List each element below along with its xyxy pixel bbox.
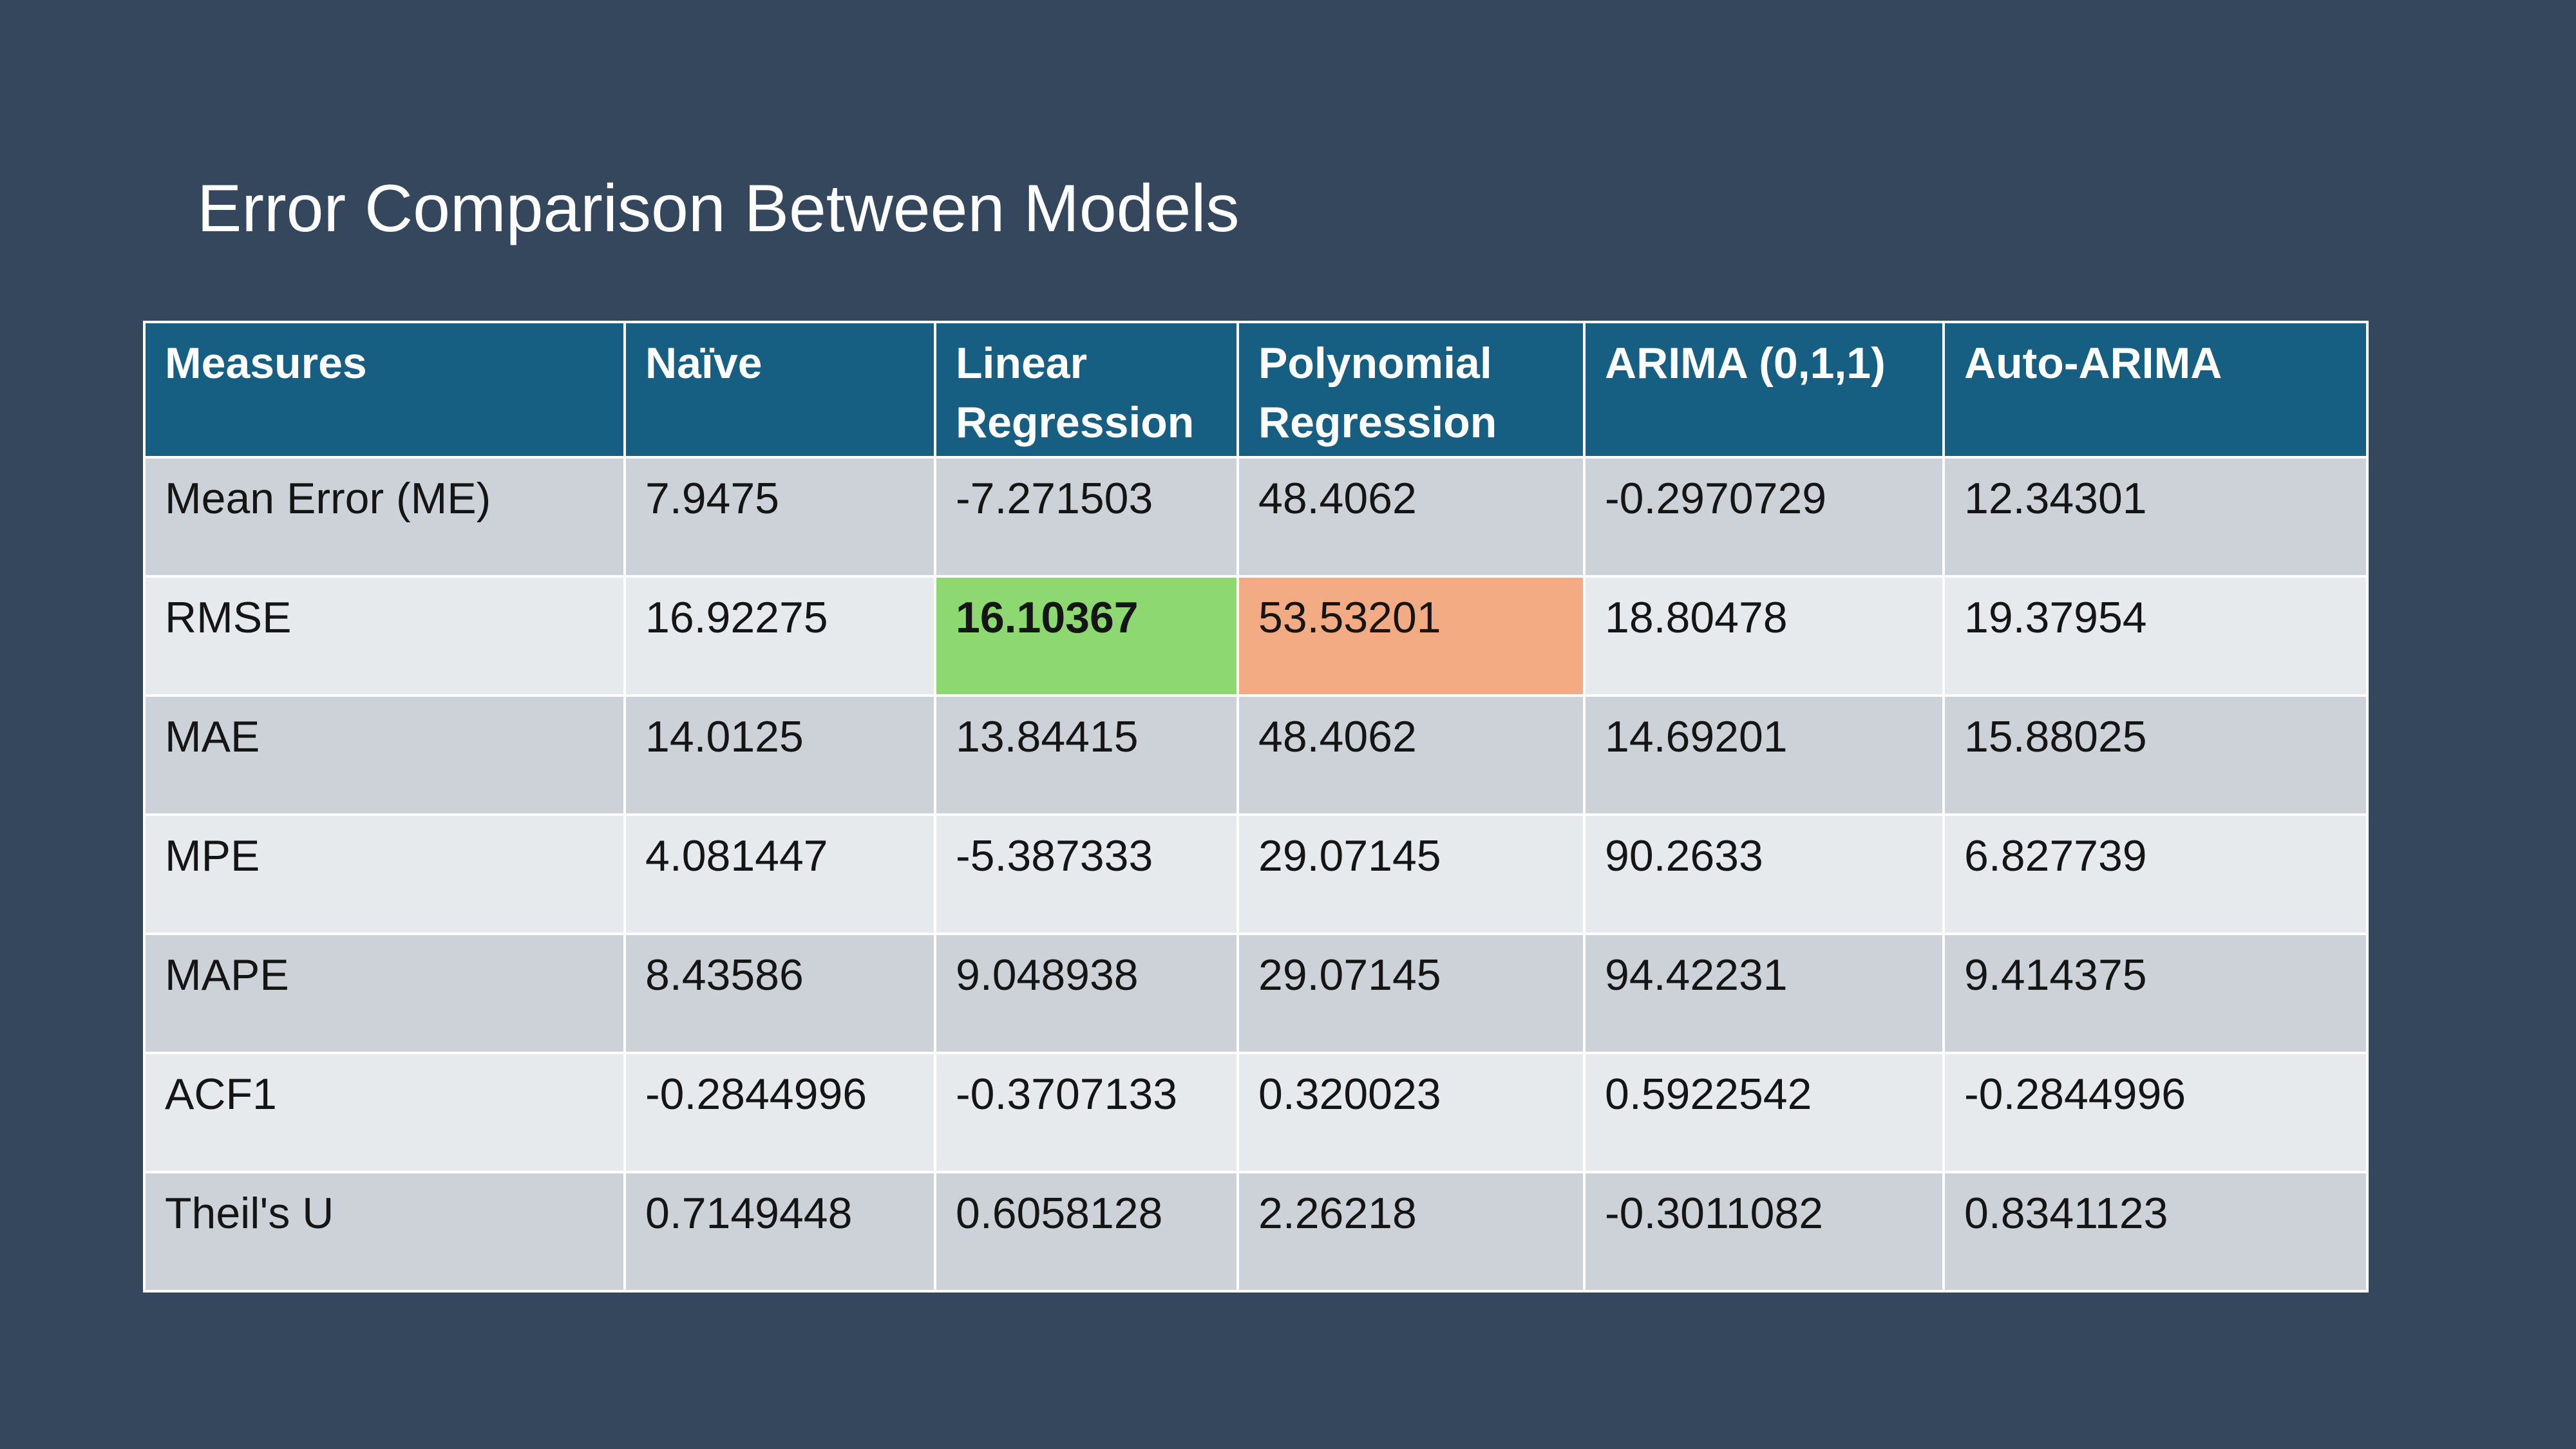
- value-cell: -5.387333: [934, 813, 1239, 935]
- value-cell: 7.9475: [623, 456, 936, 578]
- table-row: RMSE 16.92275 16.10367 53.53201 18.80478…: [143, 575, 2369, 697]
- value-cell: 4.081447: [623, 813, 936, 935]
- value-cell: -7.271503: [934, 456, 1239, 578]
- measure-name: MAE: [143, 694, 626, 816]
- table-row: MAE 14.0125 13.84415 48.4062 14.69201 15…: [143, 694, 2369, 816]
- value-cell: 18.80478: [1583, 575, 1945, 697]
- value-cell: 13.84415: [934, 694, 1239, 816]
- table-header-row: Measures Naïve Linear Regression Polynom…: [143, 321, 2369, 459]
- measure-name: RMSE: [143, 575, 626, 697]
- value-cell: 0.7149448: [623, 1171, 936, 1293]
- value-cell: 9.048938: [934, 933, 1239, 1054]
- header-arima-011: ARIMA (0,1,1): [1583, 321, 1945, 459]
- value-cell: -0.3011082: [1583, 1171, 1945, 1293]
- value-cell: 14.69201: [1583, 694, 1945, 816]
- value-cell: 15.88025: [1942, 694, 2369, 816]
- error-comparison-table: Measures Naïve Linear Regression Polynom…: [143, 321, 2369, 1293]
- table-row: MPE 4.081447 -5.387333 29.07145 90.2633 …: [143, 813, 2369, 935]
- header-measures: Measures: [143, 321, 626, 459]
- value-cell: -0.2844996: [1942, 1052, 2369, 1173]
- slide-title: Error Comparison Between Models: [197, 171, 1240, 246]
- value-cell: -0.2970729: [1583, 456, 1945, 578]
- measure-name: MAPE: [143, 933, 626, 1054]
- header-naive: Naïve: [623, 321, 936, 459]
- value-cell: 6.827739: [1942, 813, 2369, 935]
- value-cell: 48.4062: [1236, 456, 1586, 578]
- value-cell: 29.07145: [1236, 813, 1586, 935]
- worst-value-cell: 53.53201: [1236, 575, 1586, 697]
- value-cell: 90.2633: [1583, 813, 1945, 935]
- value-cell: 0.8341123: [1942, 1171, 2369, 1293]
- header-auto-arima: Auto-ARIMA: [1942, 321, 2369, 459]
- value-cell: 48.4062: [1236, 694, 1586, 816]
- value-cell: 8.43586: [623, 933, 936, 1054]
- table-row: Theil's U 0.7149448 0.6058128 2.26218 -0…: [143, 1171, 2369, 1293]
- value-cell: 94.42231: [1583, 933, 1945, 1054]
- value-cell: -0.2844996: [623, 1052, 936, 1173]
- measure-name: Mean Error (ME): [143, 456, 626, 578]
- table-row: ACF1 -0.2844996 -0.3707133 0.320023 0.59…: [143, 1052, 2369, 1173]
- table-row: Mean Error (ME) 7.9475 -7.271503 48.4062…: [143, 456, 2369, 578]
- value-cell: -0.3707133: [934, 1052, 1239, 1173]
- value-cell: 0.6058128: [934, 1171, 1239, 1293]
- header-linear-regression: Linear Regression: [934, 321, 1239, 459]
- best-value-cell: 16.10367: [934, 575, 1239, 697]
- measure-name: ACF1: [143, 1052, 626, 1173]
- header-polynomial-regression: Polynomial Regression: [1236, 321, 1586, 459]
- value-cell: 12.34301: [1942, 456, 2369, 578]
- table-row: MAPE 8.43586 9.048938 29.07145 94.42231 …: [143, 933, 2369, 1054]
- value-cell: 14.0125: [623, 694, 936, 816]
- value-cell: 9.414375: [1942, 933, 2369, 1054]
- value-cell: 16.92275: [623, 575, 936, 697]
- measure-name: Theil's U: [143, 1171, 626, 1293]
- value-cell: 19.37954: [1942, 575, 2369, 697]
- value-cell: 0.5922542: [1583, 1052, 1945, 1173]
- value-cell: 29.07145: [1236, 933, 1586, 1054]
- value-cell: 0.320023: [1236, 1052, 1586, 1173]
- value-cell: 2.26218: [1236, 1171, 1586, 1293]
- measure-name: MPE: [143, 813, 626, 935]
